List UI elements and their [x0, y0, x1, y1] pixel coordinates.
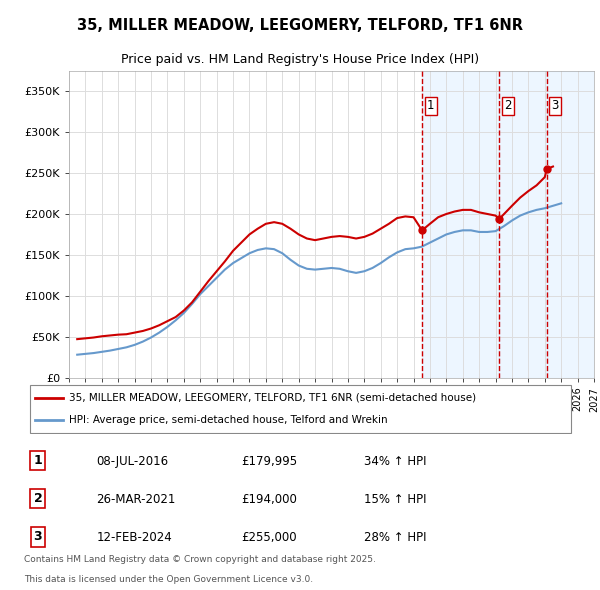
Text: 2: 2: [504, 100, 512, 113]
Text: 1: 1: [34, 454, 43, 467]
Text: HPI: Average price, semi-detached house, Telford and Wrekin: HPI: Average price, semi-detached house,…: [68, 415, 387, 425]
Text: 3: 3: [551, 100, 559, 113]
Text: 12-FEB-2024: 12-FEB-2024: [97, 531, 172, 544]
Text: Contains HM Land Registry data © Crown copyright and database right 2025.: Contains HM Land Registry data © Crown c…: [24, 555, 376, 565]
Bar: [422, 71, 499, 378]
Text: 08-JUL-2016: 08-JUL-2016: [97, 455, 169, 468]
FancyBboxPatch shape: [29, 385, 571, 432]
Bar: [499, 71, 547, 378]
Text: £255,000: £255,000: [242, 531, 297, 544]
Text: Price paid vs. HM Land Registry's House Price Index (HPI): Price paid vs. HM Land Registry's House …: [121, 53, 479, 66]
Text: £179,995: £179,995: [242, 455, 298, 468]
Text: 34% ↑ HPI: 34% ↑ HPI: [364, 455, 427, 468]
Text: 2: 2: [34, 492, 43, 505]
Text: This data is licensed under the Open Government Licence v3.0.: This data is licensed under the Open Gov…: [24, 575, 313, 584]
Text: 35, MILLER MEADOW, LEEGOMERY, TELFORD, TF1 6NR (semi-detached house): 35, MILLER MEADOW, LEEGOMERY, TELFORD, T…: [68, 392, 476, 402]
Text: 35, MILLER MEADOW, LEEGOMERY, TELFORD, TF1 6NR: 35, MILLER MEADOW, LEEGOMERY, TELFORD, T…: [77, 18, 523, 32]
Text: 15% ↑ HPI: 15% ↑ HPI: [364, 493, 427, 506]
Text: 26-MAR-2021: 26-MAR-2021: [97, 493, 176, 506]
Bar: [547, 71, 594, 378]
Text: 28% ↑ HPI: 28% ↑ HPI: [364, 531, 427, 544]
Text: £194,000: £194,000: [242, 493, 298, 506]
Text: 3: 3: [34, 530, 42, 543]
Text: 1: 1: [427, 100, 434, 113]
